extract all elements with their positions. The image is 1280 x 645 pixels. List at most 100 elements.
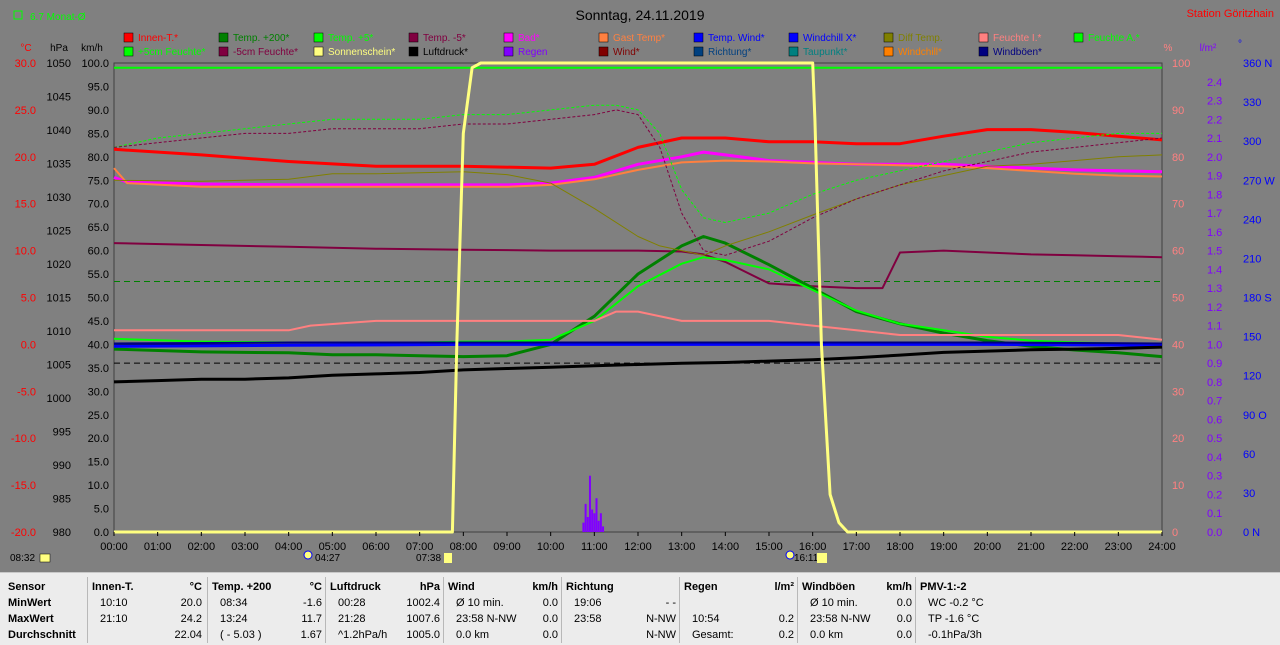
stat-column: Regen l/m² 10:54 0.2 Gesamt: 0.2 [684, 579, 794, 643]
humidity-tick-label: 60 [1172, 246, 1184, 258]
sun-times: 08:32 04:27 07:38 16:11 [10, 550, 827, 564]
rain-tick-label: 0.2 [1207, 489, 1222, 501]
temp-tick-label: -5.0 [17, 386, 36, 398]
wind-tick-label: 85.0 [88, 128, 109, 140]
x-tick-label: 24:00 [1148, 541, 1176, 553]
stat-row: 13:24 11.7 [212, 611, 322, 627]
humidity-tick-label: 30 [1172, 386, 1184, 398]
legend-label: Feuchte I.* [993, 33, 1041, 44]
stat-column: PMV-1:-2 WC -0.2 °C TP -1.6 °C -0.1hPa/3h [920, 579, 1030, 643]
legend-swatch [1073, 32, 1084, 43]
stat-row: 23:58 N-NW [566, 611, 676, 627]
direction-tick-label: 0 N [1243, 527, 1260, 539]
stat-cell: WC -0.2 °C [928, 597, 984, 609]
stat-column: Luftdruck hPa 00:28 1002.4 21:28 1007.6 ^1.2hP… [330, 579, 440, 643]
legend-swatch [313, 32, 324, 43]
legend-label: Wind* [613, 47, 640, 58]
wind-tick-label: 75.0 [88, 175, 109, 187]
stat-cell: 10:10 [100, 597, 128, 609]
direction-tick-label: 300 [1243, 136, 1261, 148]
pressure-tick-label: 1005 [47, 360, 71, 372]
rain-tick-label: 1.8 [1207, 189, 1222, 201]
stat-cell: 0.0 [896, 629, 912, 641]
temp-tick-label: 10.0 [15, 246, 36, 258]
stat-row: 21:28 1007.6 [330, 611, 440, 627]
stat-column: Temp. +200 °C 08:34 -1.6 13:24 11.7 ( - 5.03 )… [212, 579, 322, 643]
humidity-tick-label: 70 [1172, 199, 1184, 211]
legend-swatch [503, 46, 514, 57]
legend-swatch [978, 46, 989, 57]
rain-tick-label: 1.6 [1207, 227, 1222, 239]
pressure-tick-label: 980 [53, 527, 71, 539]
x-tick-label: 09:00 [493, 541, 521, 553]
legend-label: Diff Temp. [898, 33, 943, 44]
rain-tick-label: 0.8 [1207, 377, 1222, 389]
legend-label: Windchill X* [803, 33, 856, 44]
column-separator [325, 577, 326, 643]
row-label-max: MaxWert [8, 613, 54, 625]
x-tick-label: 06:00 [362, 541, 390, 553]
stat-cell: - - [665, 597, 676, 609]
sunrise-icon [39, 553, 51, 563]
humidity-tick-label: 100 [1172, 58, 1190, 70]
column-header: Innen-T. °C [92, 579, 202, 595]
pressure-tick-label: 1045 [47, 92, 71, 104]
x-tick-label: 12:00 [624, 541, 652, 553]
series-line [113, 159, 1163, 188]
stat-cell: 1007.6 [406, 613, 440, 625]
stat-cell: 23:58 N-NW [456, 613, 517, 625]
direction-tick-label: 180 S [1243, 293, 1272, 305]
stat-row: 00:28 1002.4 [330, 595, 440, 611]
x-tick-label: 15:00 [755, 541, 783, 553]
pressure-tick-label: 1025 [47, 226, 71, 238]
pressure-axis-unit: hPa [50, 43, 68, 54]
wind-tick-label: 65.0 [88, 222, 109, 234]
stat-row: Ø 10 min. 0.0 [448, 595, 558, 611]
rain-tick-label: 0.4 [1207, 452, 1222, 464]
stat-column: Windböen km/h Ø 10 min. 0.0 23:58 N-NW 0.0 0.0… [802, 579, 912, 643]
stat-column: Wind km/h Ø 10 min. 0.0 23:58 N-NW 0.0 0.0 km 0… [448, 579, 558, 643]
direction-tick-label: 360 N [1243, 58, 1272, 70]
rain-tick-label: 0.5 [1207, 433, 1222, 445]
humidity-tick-label: 80 [1172, 152, 1184, 164]
legend-swatch [883, 32, 894, 43]
legend-swatch [883, 46, 894, 57]
column-title: Temp. +200 [212, 581, 272, 593]
series-line [113, 341, 1163, 345]
direction-tick-label: 210 [1243, 253, 1261, 265]
stat-cell: 22.04 [174, 629, 202, 641]
legend-label: Innen-T.* [138, 33, 178, 44]
temp-tick-label: -15.0 [11, 480, 36, 492]
column-unit: km/h [886, 581, 912, 593]
stat-cell: 1.67 [300, 629, 322, 641]
temp-tick-label: 20.0 [15, 152, 36, 164]
wind-tick-label: 5.0 [94, 504, 109, 516]
wind-tick-label: 10.0 [88, 480, 109, 492]
x-tick-label: 11:00 [581, 541, 608, 553]
stat-cell: 0.2 [778, 613, 794, 625]
legend-swatch [408, 32, 419, 43]
stat-row: WC -0.2 °C [920, 595, 1030, 611]
column-header: Windböen km/h [802, 579, 912, 595]
stat-cell: 10:54 [692, 613, 720, 625]
legend-swatch [313, 46, 324, 57]
legend-swatch [123, 46, 134, 57]
wind-tick-label: 45.0 [88, 316, 109, 328]
legend-label: Windchill* [898, 47, 942, 58]
rain-tick-label: 0.0 [1207, 527, 1222, 539]
stat-row: 0.0 km 0.0 [448, 627, 558, 643]
stat-cell: 19:06 [574, 597, 602, 609]
stat-row: Gesamt: 0.2 [684, 627, 794, 643]
x-tick-label: 23:00 [1105, 541, 1133, 553]
rain-tick-label: 2.3 [1207, 96, 1222, 108]
legend-label: Windböen* [993, 47, 1042, 58]
x-tick-label: 17:00 [843, 541, 871, 553]
humidity-tick-label: 20 [1172, 433, 1184, 445]
stat-row: ( - 5.03 ) 1.67 [212, 627, 322, 643]
series-line [113, 342, 1163, 348]
legend-label: +5cm Feuchte* [138, 47, 206, 58]
monthly-average: 6.7 Monat-Ø [30, 12, 86, 23]
row-label-sensor: Sensor [8, 581, 46, 593]
statistics-table: Sensor MinWert MaxWert Durchschnitt Inne… [0, 572, 1280, 645]
stat-column: Innen-T. °C 10:10 20.0 21:10 24.2 22.04 [92, 579, 202, 643]
